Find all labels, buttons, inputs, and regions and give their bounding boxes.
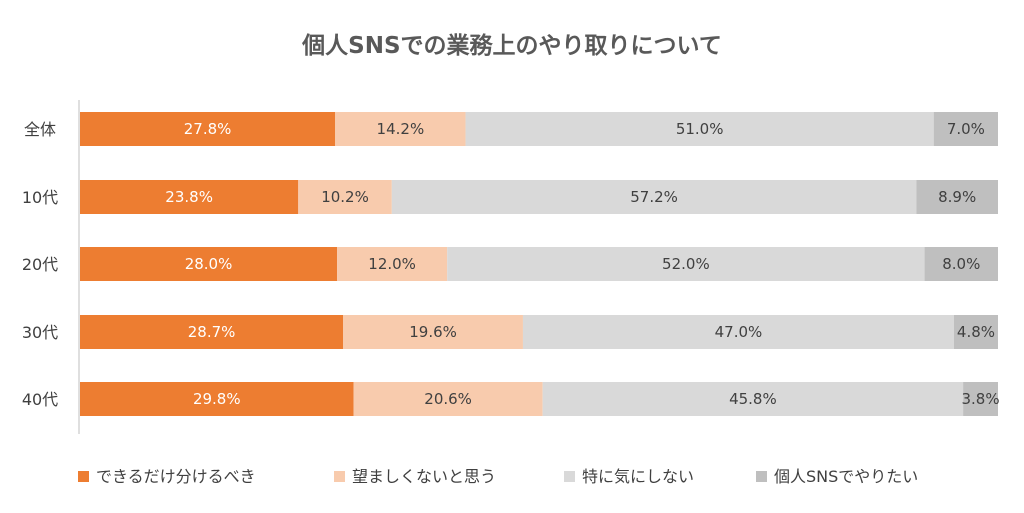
legend-label: 望ましくないと思う bbox=[352, 467, 496, 486]
legend-label: 個人SNSでやりたい bbox=[774, 467, 918, 486]
legend-swatch bbox=[756, 471, 767, 482]
bar-segment bbox=[391, 180, 917, 214]
data-label: 12.0% bbox=[368, 255, 416, 273]
bar-segment bbox=[298, 180, 392, 214]
data-label: 20.6% bbox=[424, 390, 472, 408]
data-label: 7.0% bbox=[947, 120, 985, 138]
data-label: 23.8% bbox=[165, 188, 213, 206]
bar-segment bbox=[80, 315, 344, 349]
data-label: 28.0% bbox=[185, 255, 233, 273]
bar-segment bbox=[335, 112, 466, 146]
data-label: 57.2% bbox=[630, 188, 678, 206]
data-label: 8.0% bbox=[942, 255, 980, 273]
bar-segment bbox=[542, 382, 964, 416]
data-label: 45.8% bbox=[729, 390, 777, 408]
category-label: 30代 bbox=[22, 323, 58, 342]
category-label: 20代 bbox=[22, 255, 58, 274]
bar-segment bbox=[963, 382, 998, 416]
chart-title: 個人SNSでの業務上のやり取りについて bbox=[302, 33, 722, 59]
data-label: 27.8% bbox=[184, 120, 232, 138]
legend-label: 特に気にしない bbox=[582, 467, 694, 486]
legend-swatch bbox=[78, 471, 89, 482]
data-label: 29.8% bbox=[193, 390, 241, 408]
data-label: 3.8% bbox=[962, 390, 1000, 408]
data-label: 47.0% bbox=[715, 323, 763, 341]
bar-segment bbox=[80, 112, 336, 146]
category-label: 40代 bbox=[22, 390, 58, 409]
data-label: 14.2% bbox=[377, 120, 425, 138]
bar-segment bbox=[80, 180, 299, 214]
category-label: 10代 bbox=[22, 188, 58, 207]
bar-segment bbox=[924, 247, 998, 281]
bar-segment bbox=[522, 315, 954, 349]
data-label: 28.7% bbox=[188, 323, 236, 341]
category-label: 全体 bbox=[24, 120, 56, 139]
bar-segment bbox=[933, 112, 998, 146]
legend-label: できるだけ分けるべき bbox=[96, 467, 256, 486]
data-label: 19.6% bbox=[409, 323, 457, 341]
bar-segment bbox=[343, 315, 523, 349]
data-label: 8.9% bbox=[938, 188, 976, 206]
bar-segment bbox=[353, 382, 543, 416]
data-label: 52.0% bbox=[662, 255, 710, 273]
bar-segment bbox=[80, 247, 338, 281]
data-label: 4.8% bbox=[957, 323, 995, 341]
bar-segment bbox=[337, 247, 448, 281]
bar-segment bbox=[916, 180, 998, 214]
data-label: 51.0% bbox=[676, 120, 724, 138]
bar-segment bbox=[953, 315, 998, 349]
legend-swatch bbox=[564, 471, 575, 482]
legend-swatch bbox=[334, 471, 345, 482]
data-label: 10.2% bbox=[321, 188, 369, 206]
bar-segment bbox=[80, 382, 354, 416]
bar-segment bbox=[447, 247, 925, 281]
bar-segment bbox=[465, 112, 934, 146]
